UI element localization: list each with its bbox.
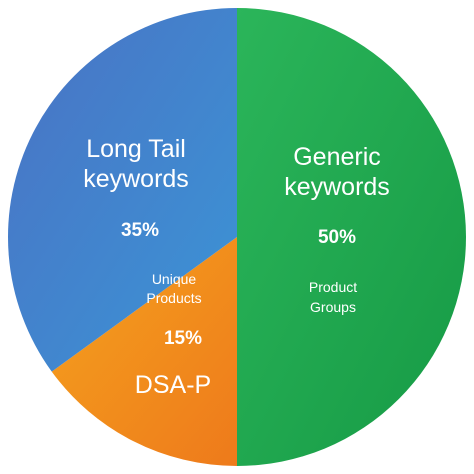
product-groups-label-line1: Product xyxy=(309,279,357,295)
product-groups-label-line2: Groups xyxy=(310,299,356,315)
unique-products-label-line2: Products xyxy=(146,290,201,306)
pie-slices xyxy=(8,8,466,466)
generic-keywords-percent: 50% xyxy=(318,227,356,248)
long-tail-keywords-label-line2: keywords xyxy=(83,165,189,193)
long-tail-keywords-percent: 35% xyxy=(121,220,159,241)
pie-slice-long-tail-keywords xyxy=(8,8,238,372)
pie-slice-generic-keywords xyxy=(237,8,466,466)
dsa-p-percent: 15% xyxy=(164,328,202,349)
pie-slice-dsa-p xyxy=(51,237,237,466)
generic-keywords-label-line1: Generic xyxy=(293,143,381,171)
dsa-p-label: DSA-P xyxy=(135,371,211,399)
unique-products-label-line1: Unique xyxy=(152,271,197,287)
long-tail-keywords-label-line1: Long Tail xyxy=(86,135,186,163)
generic-keywords-label-line2: keywords xyxy=(284,173,390,201)
